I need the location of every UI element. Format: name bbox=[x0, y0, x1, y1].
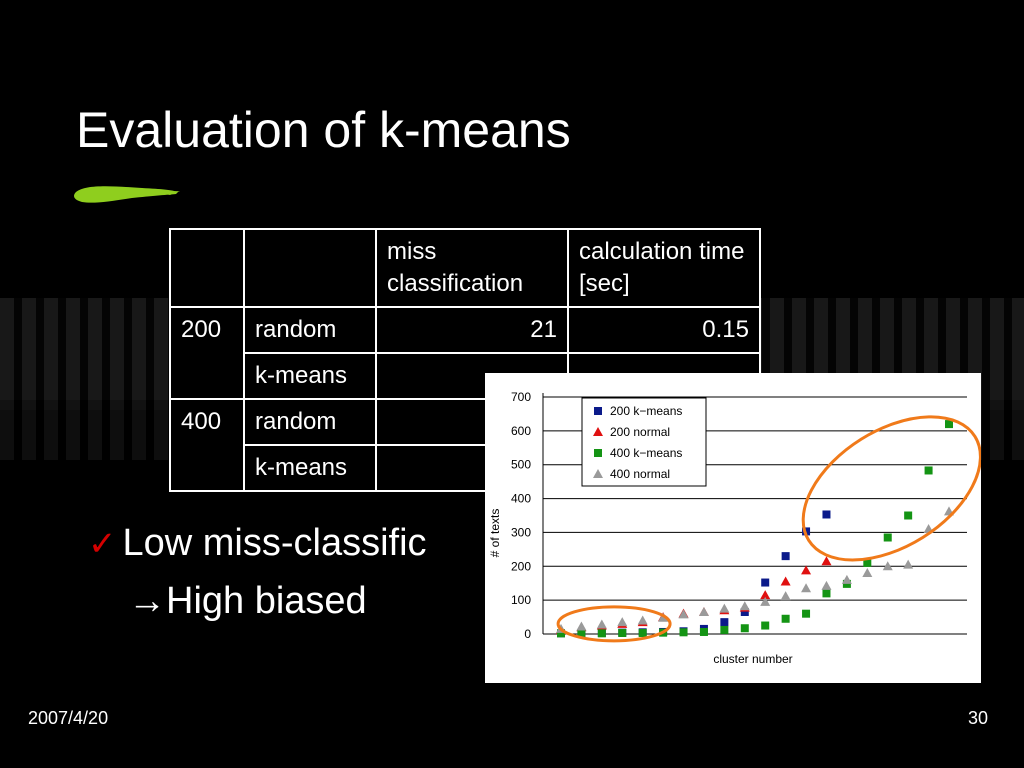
header-calculation-time: calculation time [sec] bbox=[567, 228, 761, 308]
bullet-text: Low miss-classific bbox=[122, 522, 427, 564]
y-tick-label: 0 bbox=[524, 627, 531, 641]
highlight-ellipses bbox=[556, 415, 981, 643]
data-point-triangle bbox=[760, 590, 771, 600]
data-point-triangle bbox=[698, 606, 709, 616]
data-point-square bbox=[822, 510, 831, 519]
data-point-triangle bbox=[821, 580, 832, 590]
slide-page-number: 30 bbox=[967, 708, 988, 728]
y-tick-label: 100 bbox=[511, 593, 531, 607]
data-point-square bbox=[904, 511, 913, 520]
y-tick-labels: 0 100 200 300 400 500 600 700 bbox=[511, 390, 531, 641]
data-point-square bbox=[924, 466, 933, 475]
scatter-chart: 0 100 200 300 400 500 600 700 200 k−means 200 no… bbox=[485, 373, 981, 683]
data-point-triangle bbox=[841, 574, 852, 584]
header-cell bbox=[243, 228, 377, 308]
data-point-triangle bbox=[576, 621, 587, 631]
chart-svg: 0 100 200 300 400 500 600 700 200 k−means 200 no… bbox=[488, 390, 981, 666]
legend-label: 400 k−means bbox=[610, 446, 682, 460]
table-header-row: miss classification calculation time [se… bbox=[169, 228, 761, 308]
data-point-square bbox=[577, 629, 586, 638]
data-point-square bbox=[842, 579, 851, 588]
data-point-square bbox=[883, 533, 892, 542]
data-point-square bbox=[618, 628, 627, 637]
header-cell bbox=[169, 228, 245, 308]
method-cell: k-means bbox=[243, 444, 377, 492]
legend-marker-triangle bbox=[593, 469, 603, 478]
data-point-square bbox=[802, 609, 811, 618]
legend-label: 200 k−means bbox=[610, 404, 682, 418]
data-point-triangle bbox=[596, 619, 607, 629]
highlight-ellipse bbox=[556, 605, 672, 643]
y-tick-label: 200 bbox=[511, 559, 531, 573]
chart-legend: 200 k−means 200 normal 400 k−means 400 norm… bbox=[581, 397, 707, 487]
time-cell: 0.15 bbox=[567, 306, 761, 354]
data-point-square bbox=[740, 624, 749, 633]
y-axis-label: # of texts bbox=[488, 509, 502, 558]
slide-title: Evaluation of k-means bbox=[76, 102, 571, 158]
legend-marker-square bbox=[594, 449, 602, 457]
data-point-square bbox=[597, 629, 606, 638]
legend-marker-square bbox=[594, 407, 602, 415]
data-point-square bbox=[945, 420, 953, 429]
cluster-size-cell: 400 bbox=[169, 398, 245, 492]
data-point-triangle bbox=[882, 561, 893, 571]
data-point-square bbox=[720, 625, 729, 634]
data-point-triangle bbox=[658, 612, 669, 622]
y-tick-label: 500 bbox=[511, 458, 531, 472]
data-point-square bbox=[679, 628, 688, 637]
data-point-triangle bbox=[637, 615, 648, 625]
data-point-square bbox=[699, 627, 708, 636]
y-tick-label: 300 bbox=[511, 525, 531, 539]
legend-label: 400 normal bbox=[610, 467, 670, 481]
data-point-square bbox=[638, 628, 647, 637]
cluster-size-cell: 200 bbox=[169, 306, 245, 400]
y-tick-label: 600 bbox=[511, 424, 531, 438]
data-point-triangle bbox=[801, 565, 812, 575]
table-row: 200 random 21 0.15 bbox=[169, 306, 761, 400]
data-point-triangle bbox=[719, 603, 730, 613]
legend-box bbox=[581, 397, 707, 487]
data-point-triangle bbox=[760, 596, 771, 606]
data-point-square bbox=[863, 558, 872, 567]
checkmark-icon: ✓ bbox=[88, 525, 117, 563]
legend-marker-triangle bbox=[593, 427, 603, 436]
data-point-triangle bbox=[801, 583, 812, 593]
data-point-square bbox=[720, 618, 729, 627]
legend-label: 200 normal bbox=[610, 425, 670, 439]
data-point-triangle bbox=[739, 601, 750, 611]
data-point-square bbox=[822, 589, 831, 598]
bullet-point: ✓ Low miss-classific bbox=[88, 520, 427, 567]
method-cell: random bbox=[243, 398, 377, 446]
data-point-triangle bbox=[862, 568, 873, 578]
data-point-square bbox=[781, 614, 790, 623]
highlight-ellipse bbox=[801, 415, 981, 562]
y-tick-label: 700 bbox=[511, 390, 531, 404]
miss-cell: 21 bbox=[375, 306, 569, 354]
data-point-square bbox=[781, 552, 790, 561]
data-point-square bbox=[740, 607, 749, 616]
green-brush-stroke bbox=[74, 186, 180, 203]
data-point-triangle bbox=[821, 556, 832, 566]
y-tick-label: 400 bbox=[511, 492, 531, 506]
data-point-square bbox=[557, 629, 565, 638]
method-cell: k-means bbox=[243, 352, 377, 400]
bullet-subline: →High biased bbox=[128, 580, 367, 622]
x-axis-label: cluster number bbox=[713, 652, 792, 666]
data-point-triangle bbox=[678, 609, 689, 619]
header-miss-classification: miss classification bbox=[375, 228, 569, 308]
data-point-triangle bbox=[903, 559, 914, 569]
data-point-square bbox=[761, 578, 770, 587]
slide-date: 2007/4/20 bbox=[28, 708, 109, 728]
data-point-square bbox=[761, 621, 770, 630]
data-point-triangle bbox=[780, 591, 791, 601]
data-point-triangle bbox=[617, 617, 628, 627]
data-point-triangle bbox=[780, 576, 791, 586]
method-cell: random bbox=[243, 306, 377, 354]
